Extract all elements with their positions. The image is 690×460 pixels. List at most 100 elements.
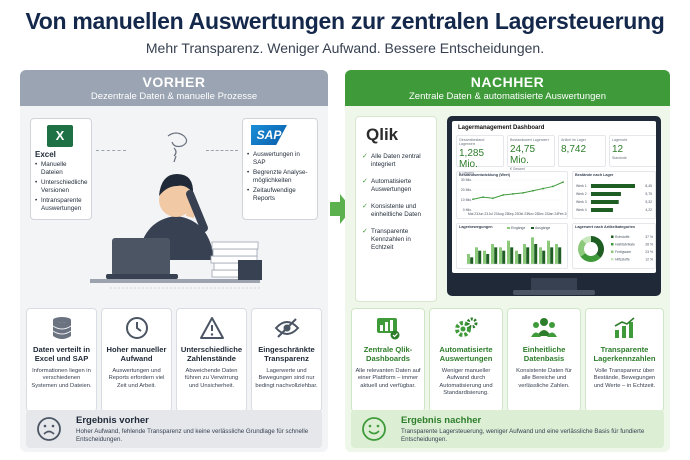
share-row-label: Hilfsstoffe [615,258,630,262]
excel-icon: X [47,125,73,147]
moves-in-bar [531,237,534,264]
share-row-label: Rohstoffe [615,235,630,239]
x-tick-label: Mai 23 [468,212,478,216]
sad-face-icon [37,417,61,441]
x-tick-label: Jun 23 [478,212,488,216]
kpi-sub: € Gesamt [459,171,474,175]
legend-swatch [611,258,614,261]
trend-line [472,181,564,200]
trend-point [532,189,534,192]
y-tick-label: 30 Mio. [461,178,472,182]
share-widget: Lagerwert nach Artikelkategorien Rohstof… [572,223,656,269]
feature-title: Unterschiedliche Zahlenstände [180,345,243,363]
paper-stack [210,241,259,278]
feature-title: Daten verteilt in Excel und SAP [33,345,90,363]
trend-point [552,185,554,188]
dashed-arrow [206,150,238,151]
excel-list: Manuelle Dateien Unterschiedliche Versio… [35,161,88,213]
list-item: Konsistente und einheitliche Daten [362,203,430,219]
feature-title: Automatisierte Auswertungen [439,345,493,363]
feature-card: Unterschiedliche Zahlenstände Abweichend… [176,308,247,412]
moves-in-bar [483,250,486,264]
moves-in-bar [547,240,550,264]
donut-slice [591,236,604,258]
donut-slice [582,236,591,244]
trend-point [562,181,564,184]
y-tick-label: 10 Mio. [461,198,472,202]
dashed-arrow [96,150,126,151]
moves-in-bar [523,244,526,264]
x-tick-label: Jul 23 [488,212,497,216]
feature-title: Zentrale Qlik-Dashboards [363,345,413,363]
after-title: NACHHER [470,74,545,90]
database-icon [48,315,76,341]
donut-slice [580,253,601,262]
dashboard-title: Lagermanagement Dashboard [458,125,545,131]
legend-swatch [611,243,614,246]
after-header: NACHHER Zentrale Daten & automatisierte … [345,70,670,106]
feature-desc: Informationen liegen in verschiedenen Sy… [31,368,92,389]
qlik-logo: Qlik [366,125,399,144]
legend-swatch [531,227,534,229]
stock-row-value: 8,45 [645,184,652,188]
kpi-label: Gesamtbestand Lagerwert [459,138,485,146]
feature-title: Eingeschränkte Transparenz [258,345,315,363]
kpi-label: Bestandswert Lagerwert [510,138,549,142]
stock-bar [591,192,621,196]
stock-label: Bestände nach Lager [575,173,614,177]
trend-point [542,187,544,190]
transition-arrow-icon [330,194,352,224]
trend-label: Bestandsentwicklung (Wert) [459,173,510,177]
list-item: Auswertungen in SAP [247,151,313,167]
moves-out-bar [542,250,546,264]
feature-desc: Weniger manueller Aufwand durch Automati… [439,368,493,397]
before-header: VORHER Dezentrale Daten & manuelle Proze… [20,70,328,106]
moves-chart: Eingänge Ausgänge [465,226,563,265]
feature-title: Einheitliche Datenbasis [522,345,566,363]
kpi-card: Artikel im Lager 8,742 [558,135,606,167]
share-row-value: 12 % [645,258,653,262]
after-panel: NACHHER Zentrale Daten & automatisierte … [345,70,670,452]
stock-row-value: 5,75 [645,192,652,196]
result-title: Ergebnis vorher [76,415,149,426]
warning-icon [198,315,226,341]
stock-row-label: Werk 4 [576,208,587,212]
monitor-base [513,290,595,295]
stock-row-label: Werk 1 [576,184,587,188]
laptop [112,238,170,276]
moves-label: Lagerbewegungen [459,225,493,229]
page-title: Von manuellen Auswertungen zur zentralen… [25,8,665,34]
feature-title: Hoher manueller Aufwand [106,345,167,363]
monitor-stand [531,278,577,292]
kpi-sub: € Gesamt [510,167,525,171]
moves-out-bar [510,247,514,264]
legend-label: Eingänge [511,226,525,230]
share-row-label: Fertigware [615,250,631,254]
list-item: Transparente Kennzahlen in Echtzeit [362,228,430,252]
feature-card: Eingeschränkte Transparenz Lagerwerte un… [251,308,322,412]
kpi-card: Lagerorte 12 Standorte [609,135,656,167]
stock-bar [591,208,613,212]
team-icon [530,315,558,341]
trend-point [512,193,514,195]
stock-widget: Bestände nach Lager Werk 1 8,45 Werk 2 5,75… [572,171,656,219]
trend-point [492,197,494,200]
binder [238,260,262,280]
after-subtitle: Zentrale Daten & automatisierte Auswertu… [409,91,606,102]
list-item: Unterschiedliche Versionen [35,179,88,195]
stressed-worker-illustration [90,132,262,289]
legend-swatch [611,250,614,253]
moves-out-bar [486,254,490,264]
moves-in-bar [491,244,494,264]
eye-off-icon [273,315,301,341]
y-tick-label: 20 Mio. [461,188,472,192]
feature-desc: Volle Transparenz über Bestände, Bewegun… [593,368,656,389]
moves-out-bar [534,244,538,264]
stock-row-label: Werk 3 [576,200,587,204]
moves-in-bar [499,247,502,264]
qlik-card: Qlik Alle Daten zentral integriert Autom… [355,116,437,302]
person-head [159,183,193,217]
moves-out-bar [502,250,506,264]
chart-icon [611,315,639,341]
list-item: Begrenzte Analyse-möglichkeiten [247,169,313,185]
